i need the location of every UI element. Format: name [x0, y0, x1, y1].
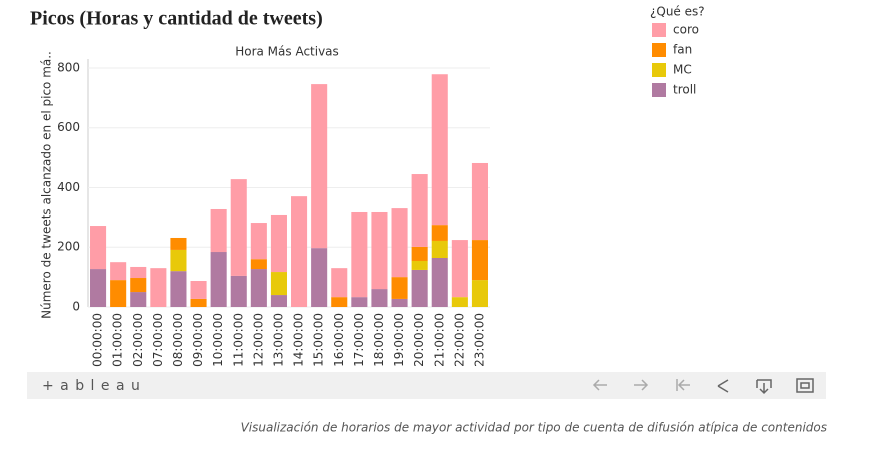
redo-button[interactable] [634, 379, 649, 391]
caption: Visualización de horarios de mayor activ… [241, 421, 827, 435]
bar-segment [411, 174, 428, 247]
bar-segment [431, 225, 448, 241]
bar-segment [250, 269, 267, 307]
bar-segment [190, 281, 207, 299]
x-tick-label: 01:00:00 [111, 313, 125, 367]
bar-segment [110, 280, 127, 307]
x-tick-label: 10:00:00 [211, 313, 225, 367]
share-button[interactable] [717, 379, 729, 393]
bar-segment [411, 246, 428, 261]
bar-segment [331, 268, 348, 298]
bar-segment [170, 237, 187, 250]
x-tick-label: 14:00:00 [292, 313, 306, 367]
undo-button[interactable] [592, 379, 607, 391]
toolbar [27, 372, 826, 399]
bar-segment [411, 269, 428, 307]
fullscreen-button[interactable] [796, 378, 814, 393]
bar-segment [90, 226, 107, 270]
legend-swatch [652, 43, 666, 57]
bar-segment [311, 248, 328, 307]
x-tick-label: 17:00:00 [352, 313, 366, 367]
bar-segment [371, 211, 388, 290]
x-tick-label: 18:00:00 [372, 313, 386, 367]
legend-title: ¿Qué es? [650, 5, 705, 19]
bar-segment [170, 271, 187, 307]
bar-segment [130, 278, 147, 293]
y-tick-label: 600 [57, 120, 80, 134]
bar-segment [230, 179, 247, 276]
bar-segment [351, 297, 368, 307]
bar-segment [371, 289, 388, 307]
bar-segment [431, 74, 448, 226]
download-button[interactable] [756, 379, 772, 395]
y-tick-label: 200 [57, 240, 80, 254]
bar-segment [130, 266, 147, 279]
bar-segment [431, 257, 448, 307]
legend-label: troll [673, 83, 696, 97]
bar-segment [130, 292, 147, 307]
x-tick-label: 21:00:00 [432, 313, 446, 367]
bar-segment [391, 208, 408, 278]
x-tick-label: 08:00:00 [171, 313, 185, 367]
legend-swatch [652, 83, 666, 97]
bar-segment [210, 252, 227, 307]
bar-segment [250, 259, 267, 270]
x-tick-label: 19:00:00 [392, 313, 406, 367]
chart-title: Hora Más Activas [235, 45, 339, 59]
page-title: Picos (Horas y cantidad de tweets) [30, 8, 323, 30]
bar-segment [471, 280, 488, 307]
bar-segment [250, 223, 267, 260]
bar-segment [471, 162, 488, 241]
bar-segment [110, 262, 127, 281]
bar-segment [351, 211, 368, 298]
x-tick-label: 09:00:00 [191, 313, 205, 367]
y-axis-label: Número de tweets alcanzado en el pico má… [40, 51, 54, 319]
x-tick-label: 15:00:00 [312, 313, 326, 367]
bar-segment [150, 268, 167, 307]
x-tick-label: 23:00:00 [472, 313, 486, 367]
x-tick-label: 02:00:00 [131, 313, 145, 367]
bar-segment [170, 249, 187, 272]
bar-segment [311, 84, 328, 249]
legend-swatch [652, 23, 666, 37]
bar-segment [471, 240, 488, 281]
bar-segment [230, 275, 247, 307]
bar-segment [210, 208, 227, 253]
bar-segment [190, 298, 207, 307]
revert-button[interactable] [676, 379, 690, 391]
legend-label: coro [673, 23, 699, 37]
legend-label: fan [673, 43, 692, 57]
x-tick-label: 22:00:00 [452, 313, 466, 367]
y-tick-label: 0 [72, 300, 80, 314]
y-tick-label: 800 [57, 60, 80, 74]
bar-segment [270, 214, 287, 273]
bar-segment [451, 297, 468, 307]
x-tick-label: 13:00:00 [271, 313, 285, 367]
bar-segment [291, 196, 308, 307]
bar-segment [270, 295, 287, 307]
x-tick-label: 20:00:00 [412, 313, 426, 367]
bar-segment [451, 240, 468, 298]
x-tick-label: 11:00:00 [231, 313, 245, 367]
x-tick-label: 00:00:00 [91, 313, 105, 367]
y-tick-label: 400 [57, 180, 80, 194]
toolbar-icons [592, 378, 814, 395]
bar-segment [90, 269, 107, 307]
bar-segment [270, 272, 287, 296]
bar-segment [411, 260, 428, 270]
x-tick-label: 16:00:00 [332, 313, 346, 367]
bar-segment [331, 297, 348, 307]
bar-segment [431, 240, 448, 258]
tableau-logo[interactable]: + a b l e a u [42, 378, 141, 394]
x-tick-label: 12:00:00 [251, 313, 265, 367]
x-tick-label: 07:00:00 [151, 313, 165, 367]
legend-swatch [652, 63, 666, 77]
bar-segment [391, 277, 408, 299]
legend-label: MC [673, 63, 692, 77]
bar-segment [391, 298, 408, 307]
